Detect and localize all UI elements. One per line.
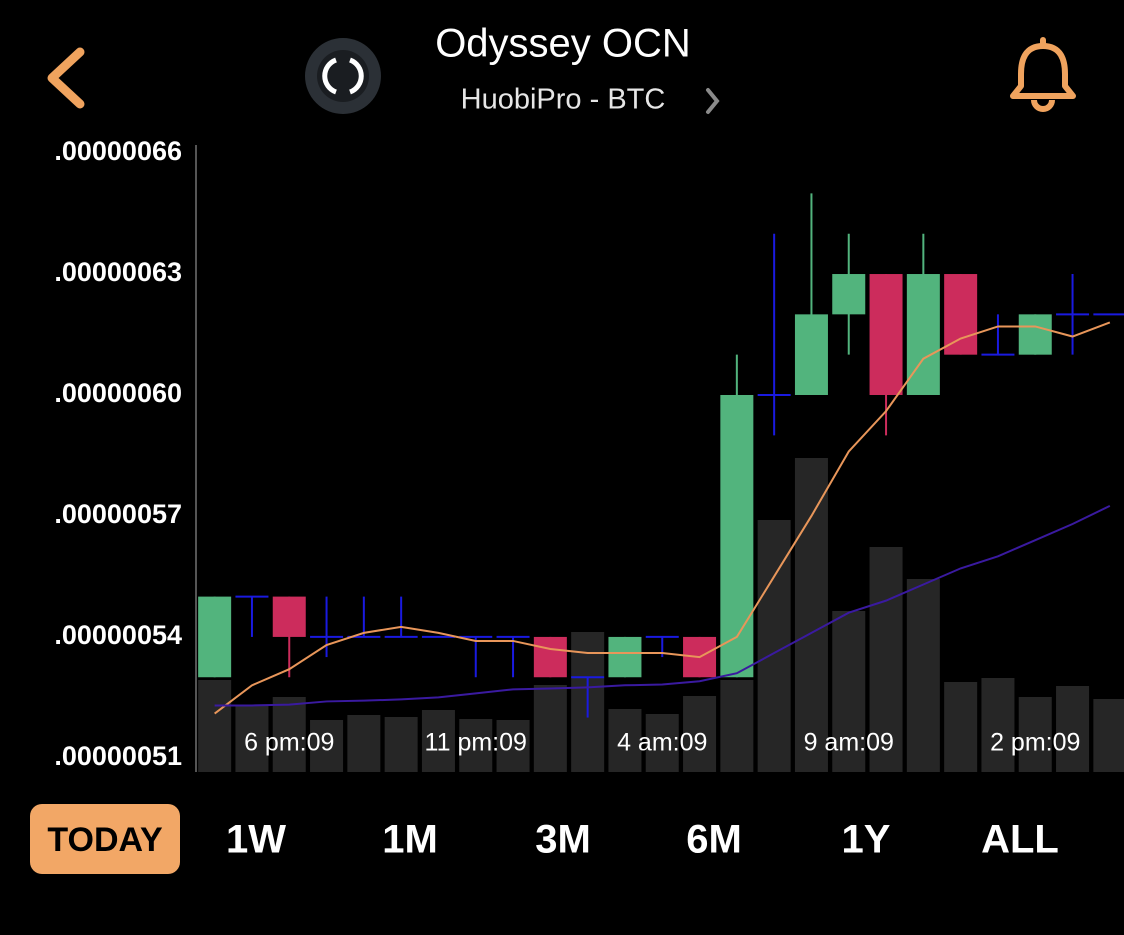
period-button[interactable]: 3M [535, 818, 591, 862]
period-button[interactable]: ALL [981, 818, 1059, 862]
chevron[interactable] [706, 88, 720, 114]
volume-bar [235, 705, 269, 772]
volume-bar [832, 611, 866, 772]
y-tick-label: .00000051 [54, 741, 182, 771]
volume-bar [1093, 699, 1124, 772]
candle-body [944, 274, 978, 355]
volume-bar [608, 709, 642, 772]
candle-body [906, 274, 940, 395]
candle-body [533, 636, 567, 678]
volume-bar [384, 717, 418, 772]
volume-bar [347, 715, 381, 772]
x-tick-label: 2 pm:09 [990, 729, 1080, 757]
period-button[interactable]: 1W [226, 818, 286, 862]
period-button-bg[interactable] [30, 804, 180, 874]
candle-body [272, 596, 306, 637]
candle-body [608, 636, 642, 678]
volume-bar [1018, 697, 1052, 772]
x-tick-label: 6 pm:09 [244, 729, 334, 757]
candle-body [869, 274, 903, 395]
volume-bar [421, 710, 455, 772]
volume-bar [533, 685, 567, 772]
y-tick-label: .00000066 [54, 136, 182, 166]
y-tick-label: .00000060 [54, 378, 182, 408]
x-tick-label: 4 am:09 [617, 729, 707, 757]
y-tick-label: .00000057 [54, 499, 182, 529]
volume-bar [683, 696, 717, 772]
back-button[interactable] [47, 47, 85, 109]
volume-bar [906, 579, 940, 772]
exchange-pair[interactable]: HuobiPro - BTC [461, 84, 666, 116]
plot: 6 pm:09 11 pm:09 4 am:09 9 am:09 2 pm:09 [198, 193, 1124, 772]
title: Odyssey OCN [435, 22, 691, 66]
candle-body [1018, 314, 1052, 355]
candle-body [198, 596, 232, 678]
volume-bar [496, 720, 530, 772]
moving-average-line [214, 504, 1111, 707]
period-button[interactable]: 1M [382, 818, 438, 862]
volume-bar [720, 680, 754, 772]
volume-bar [944, 682, 978, 772]
period-button[interactable]: TODAY [47, 821, 163, 859]
candle-body [794, 314, 828, 395]
volume-bar [794, 458, 828, 772]
volume-bar [869, 547, 903, 772]
period-button[interactable]: 1Y [842, 818, 891, 862]
y-tick-label: .00000054 [54, 620, 182, 650]
period-selector: TODAY 1W 1M 3M 6M 1Y ALL [30, 804, 1059, 874]
volume-bar [198, 680, 232, 772]
moving-average-line [214, 321, 1111, 715]
volume-bar [645, 714, 679, 772]
volume-bar [1056, 686, 1090, 772]
x-tick-label: 9 am:09 [804, 729, 894, 757]
alert-bell[interactable] [1010, 37, 1076, 112]
coin-logo [305, 38, 381, 114]
volume-bar [272, 697, 306, 772]
volume-bar [459, 719, 493, 772]
candle-body [832, 274, 866, 315]
candle-body [720, 394, 754, 678]
volume-bar [981, 678, 1015, 772]
period-button[interactable]: 6M [686, 818, 742, 862]
volume-bar [310, 720, 344, 772]
y-tick-label: .00000063 [54, 257, 182, 287]
x-tick-label: 11 pm:09 [425, 729, 527, 757]
